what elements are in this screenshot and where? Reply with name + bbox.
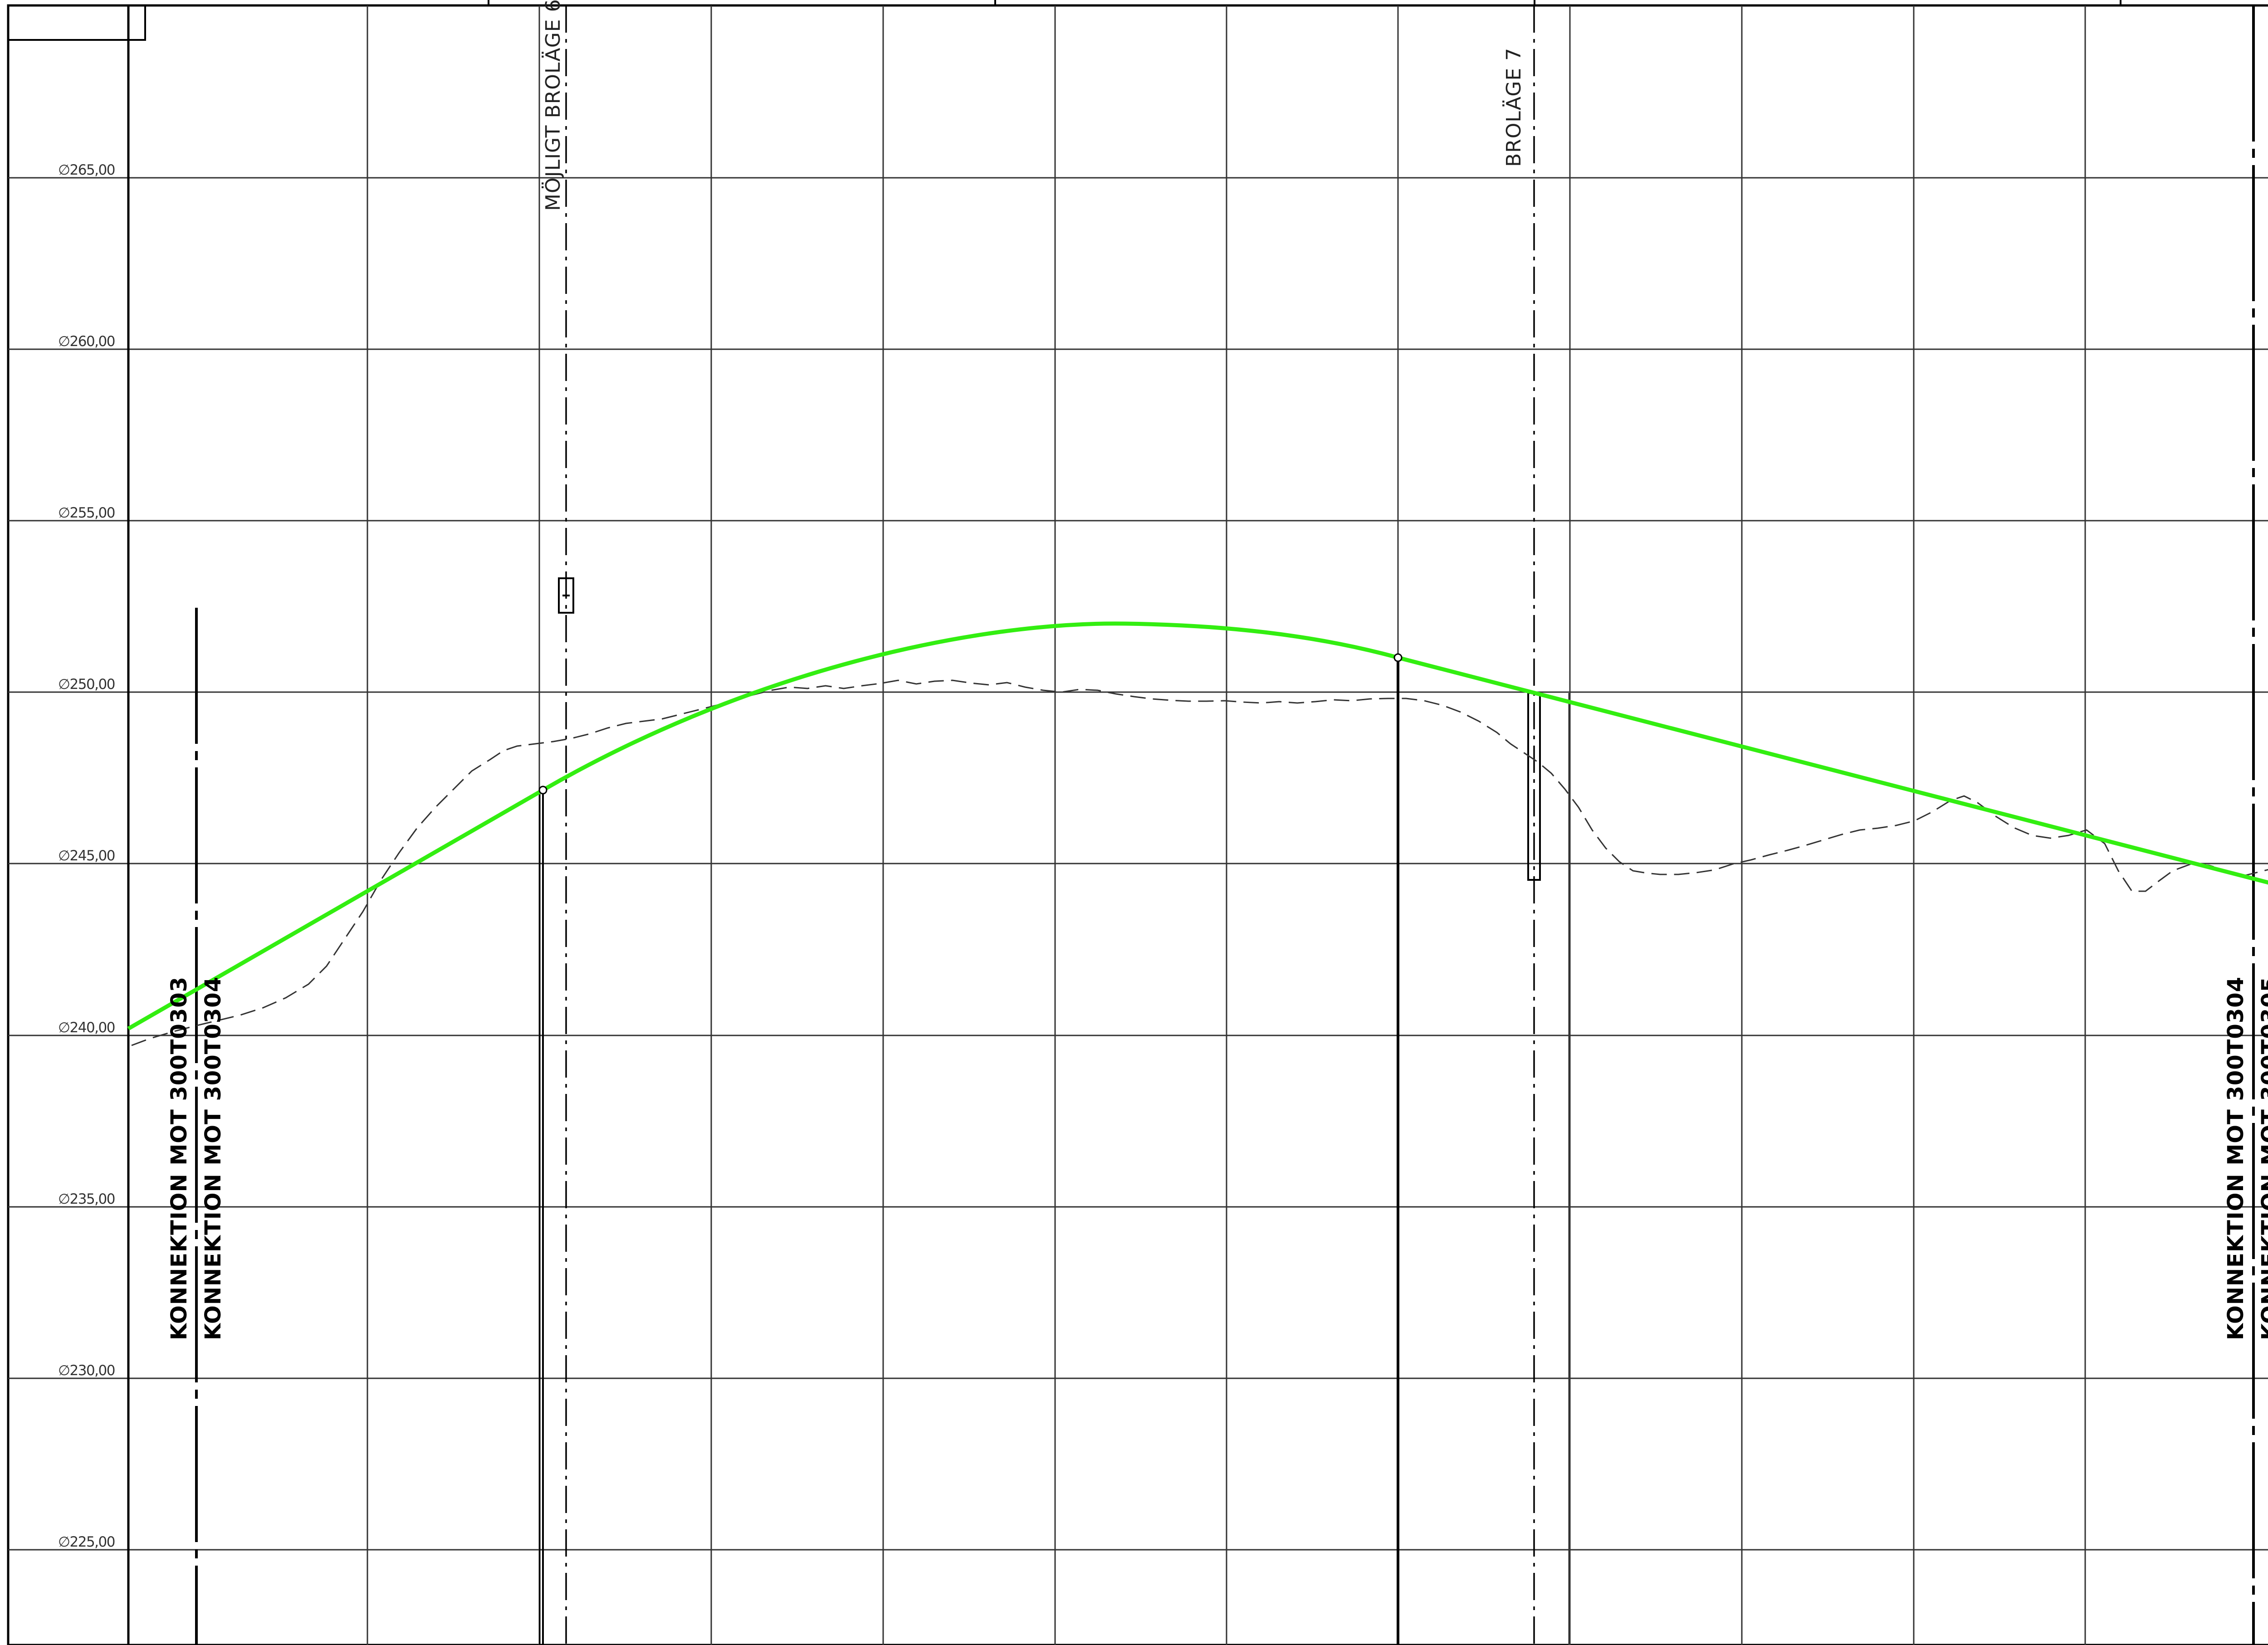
elevation-labels: ∅265,00 ∅260,00 ∅255,00 ∅250,00 ∅245,00 … xyxy=(58,162,115,1550)
connection-label-left-2: KONNEKTION MOT 300T0304 xyxy=(200,976,226,1340)
bridge-centre-lines xyxy=(565,5,1535,1645)
horizontal-grid xyxy=(8,177,2268,1551)
elevation-label: ∅230,00 xyxy=(58,1362,115,1379)
elevation-label: ∅240,00 xyxy=(58,1020,115,1036)
elevation-label: ∅245,00 xyxy=(58,848,115,864)
connection-label-left-1: KONNEKTION MOT 300T0303 xyxy=(166,976,192,1340)
connection-lines xyxy=(195,5,2255,1645)
connection-label-right-2: KONNEKTION MOT 300T0305 xyxy=(2257,976,2268,1340)
elevation-label: ∅235,00 xyxy=(58,1191,115,1207)
bridge-6-label: MÖJLIGT BROLÄGE 6 xyxy=(541,0,565,211)
bridge-6-marker xyxy=(558,577,574,614)
top-ticks xyxy=(488,0,2121,5)
drawing-frame xyxy=(7,4,2268,1645)
elevation-label: ∅260,00 xyxy=(58,333,115,350)
corner-box xyxy=(7,5,146,41)
vertical-curve-start-point xyxy=(538,786,547,795)
elevation-label: ∅265,00 xyxy=(58,162,115,178)
elevation-label: ∅225,00 xyxy=(58,1534,115,1550)
elevation-label: ∅255,00 xyxy=(58,505,115,521)
design-profile-line xyxy=(127,621,2268,1030)
elevation-label: ∅250,00 xyxy=(58,676,115,693)
station-lines xyxy=(127,5,1399,1645)
vertical-curve-end-point xyxy=(1393,653,1403,662)
existing-terrain-line xyxy=(131,679,2268,1046)
connection-label-right-1: KONNEKTION MOT 300T0304 xyxy=(2223,976,2248,1340)
vertical-grid xyxy=(367,5,2086,1645)
bridge-7-label: BROLÄGE 7 xyxy=(1502,48,1525,167)
